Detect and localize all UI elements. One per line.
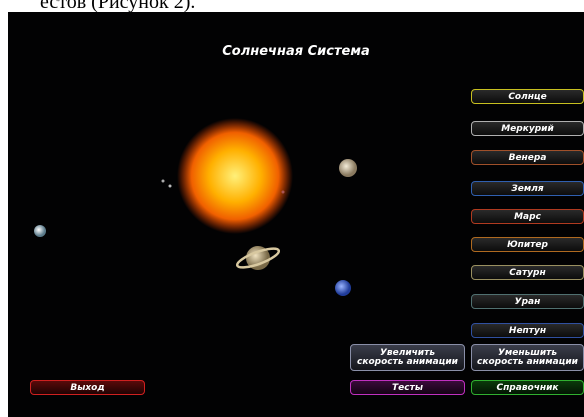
- jupiter: [339, 159, 357, 177]
- speed-up-button[interactable]: Увеличить скорость анимации: [350, 344, 465, 371]
- neptune: [335, 280, 351, 296]
- planet-button[interactable]: Меркурий: [471, 121, 584, 136]
- button-line: скорость анимации: [357, 358, 458, 367]
- planet-button[interactable]: Юпитер: [471, 237, 584, 252]
- mars: [282, 191, 285, 194]
- page: естов (Рисунок 2). Солнечная Система Сол…: [0, 0, 584, 417]
- planet-button[interactable]: Нептун: [471, 323, 584, 338]
- speed-down-button[interactable]: Уменьшить скорость анимации: [471, 344, 584, 371]
- venus: [169, 185, 172, 188]
- exit-button[interactable]: Выход: [30, 380, 145, 395]
- planet-button[interactable]: Уран: [471, 294, 584, 309]
- app-title: Солнечная Система: [8, 44, 584, 59]
- planet-button[interactable]: Венера: [471, 150, 584, 165]
- app-screen: Солнечная Система Солнце Меркурий Венера Зе…: [8, 12, 584, 417]
- planet-button[interactable]: Солнце: [471, 89, 584, 104]
- button-line: скорость анимации: [477, 358, 578, 367]
- planet-button[interactable]: Сатурн: [471, 265, 584, 280]
- planet-button[interactable]: Марс: [471, 209, 584, 224]
- reference-button[interactable]: Справочник: [471, 380, 584, 395]
- earth: [34, 225, 46, 237]
- mercury: [162, 180, 165, 183]
- saturn: [235, 245, 280, 271]
- planet-button[interactable]: Земля: [471, 181, 584, 196]
- tests-button[interactable]: Тесты: [350, 380, 465, 395]
- sun: [177, 118, 293, 234]
